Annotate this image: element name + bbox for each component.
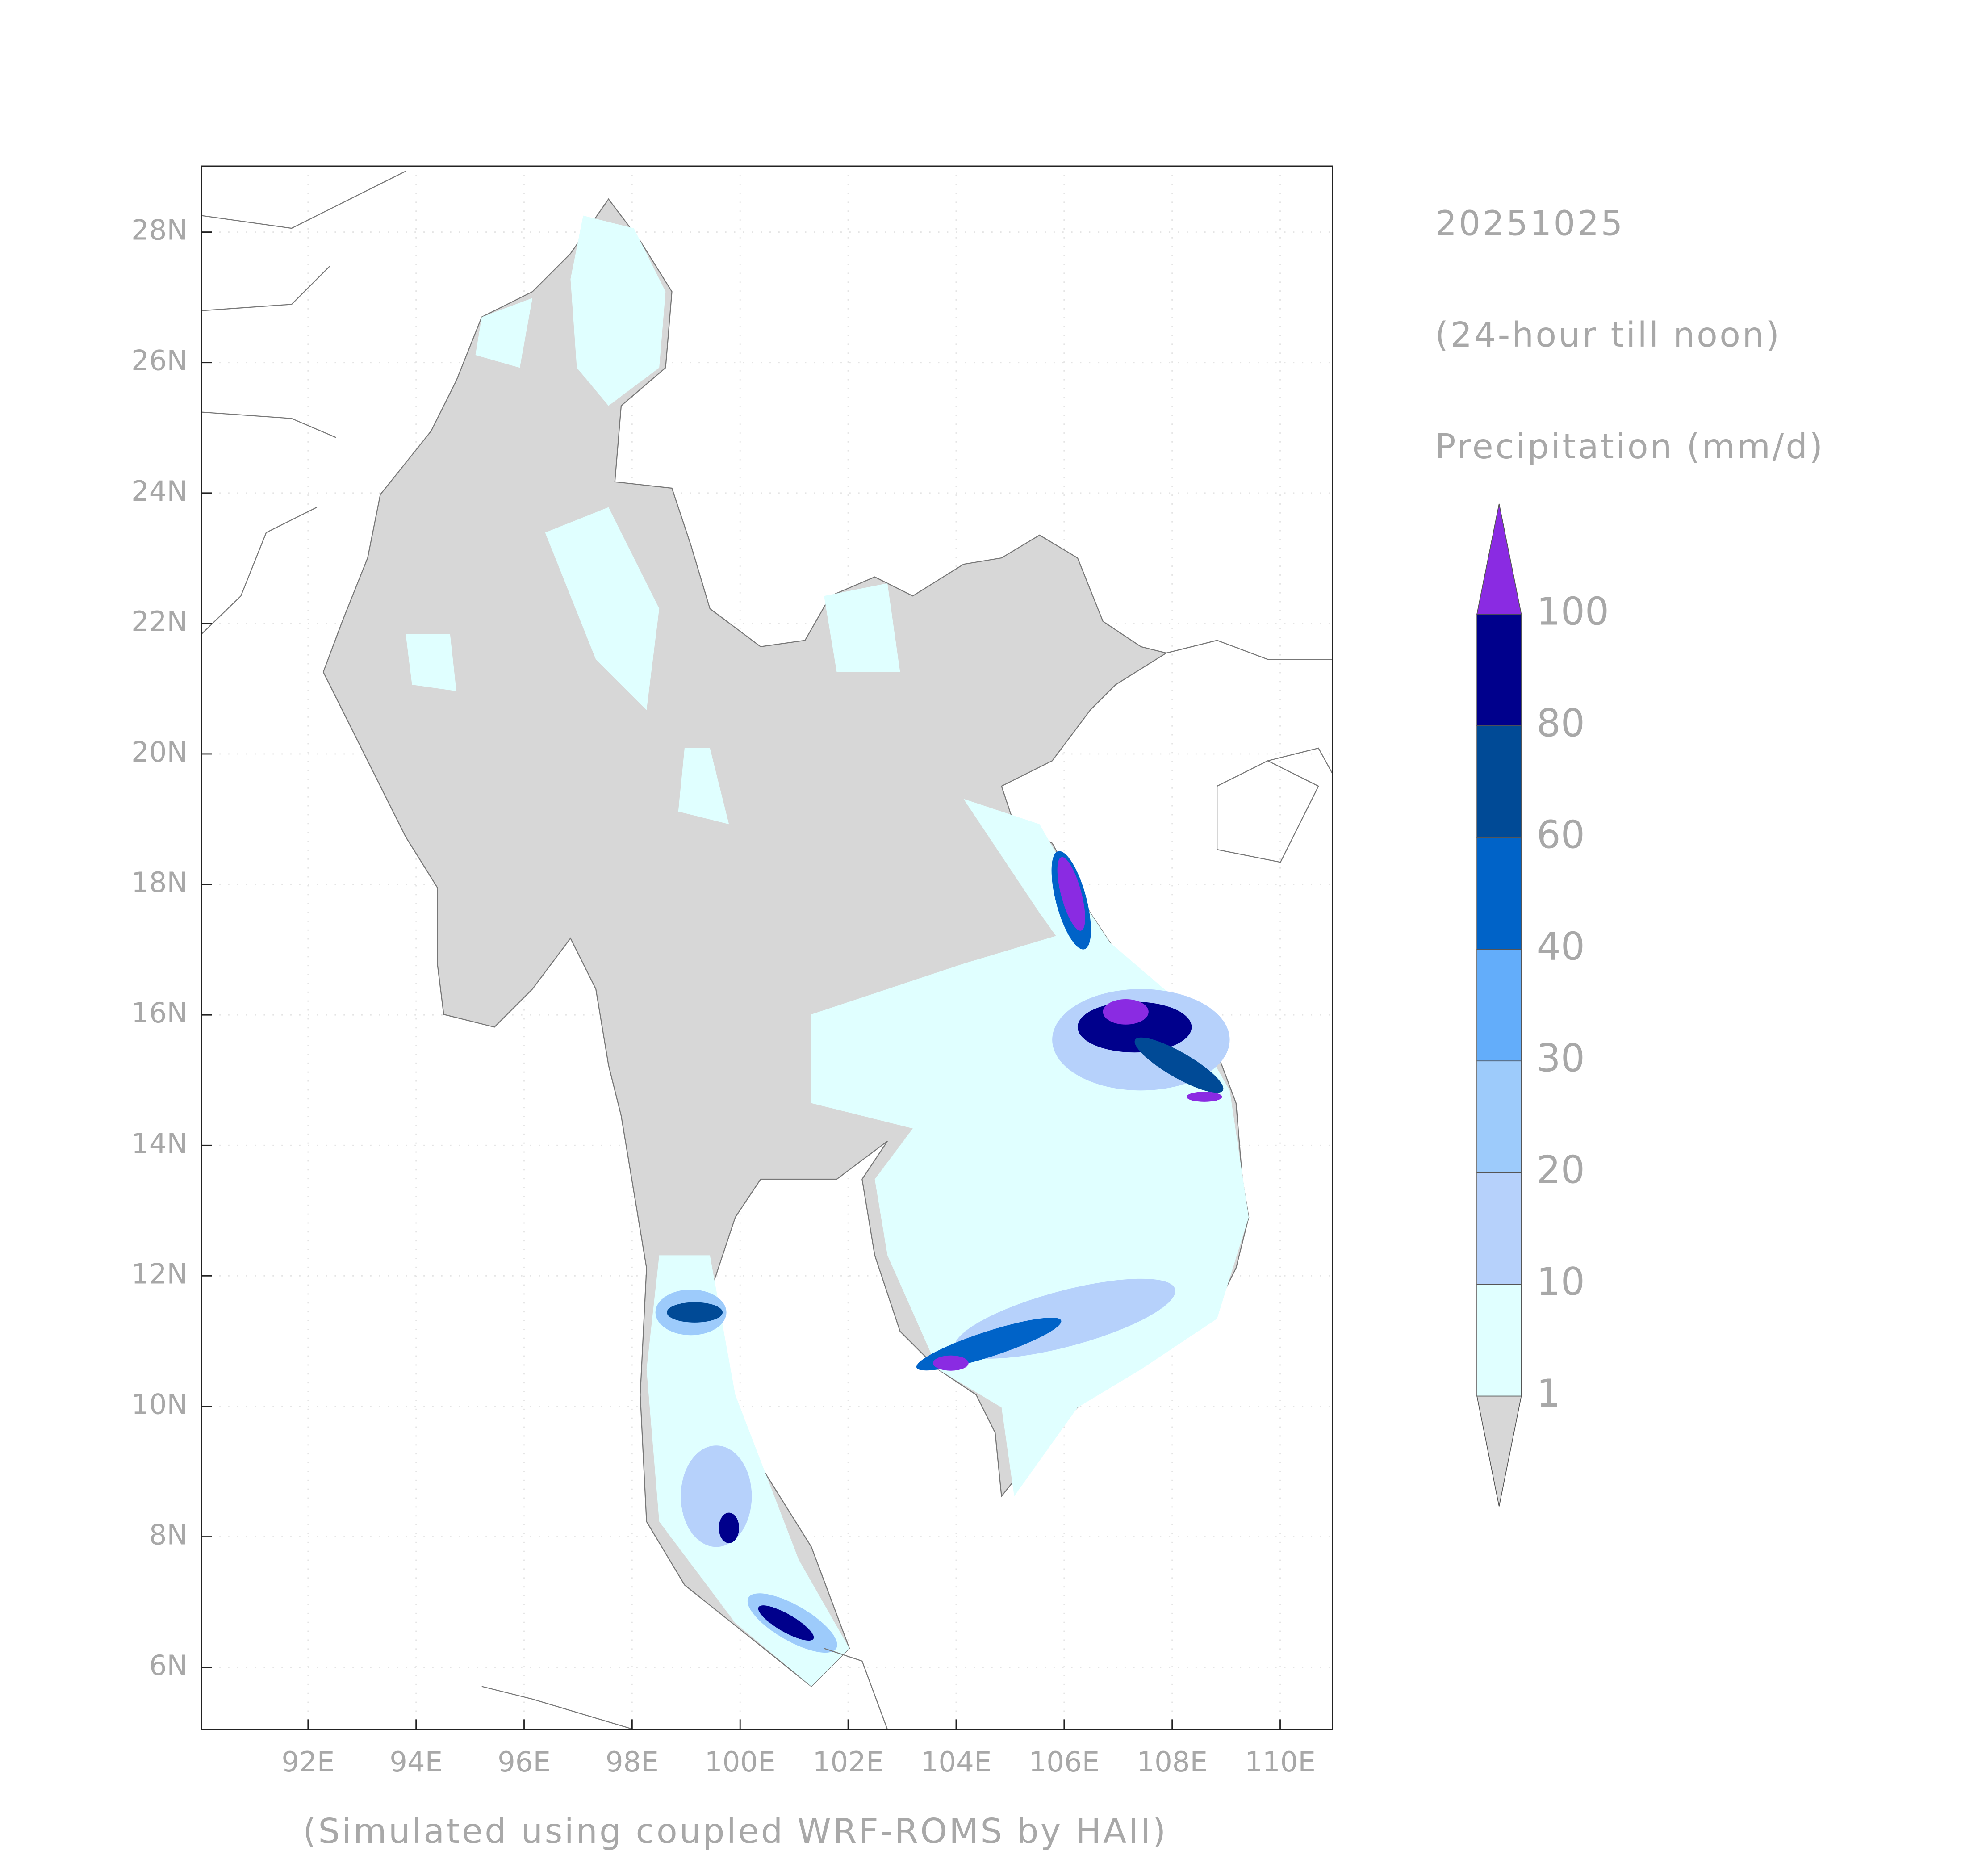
x-tick-label: 106E <box>1029 1746 1100 1778</box>
y-tick-label: 14N <box>131 1127 188 1160</box>
y-tick-label: 26N <box>131 344 188 377</box>
colorbar-label: 30 <box>1537 1037 1585 1081</box>
period: (24-hour till noon) <box>1435 315 1781 355</box>
y-tick-label: 20N <box>131 736 188 768</box>
map-frame <box>201 165 1333 1730</box>
x-tick-label: 92E <box>281 1746 334 1778</box>
colorbar: 1 10 20 30 40 60 80 100 <box>1476 503 1610 1507</box>
x-tick-label: 102E <box>813 1746 884 1778</box>
colorbar-label: 100 <box>1537 590 1610 634</box>
y-tick-label: 24N <box>131 475 188 507</box>
x-tick-label: 104E <box>921 1746 992 1778</box>
x-tick-label: 98E <box>606 1746 659 1778</box>
colorbar-box <box>1476 1172 1522 1285</box>
colorbar-label: 10 <box>1537 1260 1585 1304</box>
x-tick-label: 94E <box>389 1746 443 1778</box>
colorbar-label: 20 <box>1537 1148 1585 1193</box>
precip-heavy <box>655 851 1230 1653</box>
x-tick-label: 108E <box>1137 1746 1208 1778</box>
x-tick-label: 100E <box>705 1746 776 1778</box>
colorbar-box <box>1476 837 1522 950</box>
x-tick-label: 110E <box>1245 1746 1316 1778</box>
y-tick-label: 6N <box>149 1649 188 1682</box>
y-tick-label: 18N <box>131 866 188 899</box>
y-tick-label: 10N <box>131 1388 188 1421</box>
colorbar-box <box>1476 1284 1522 1397</box>
colorbar-label: 80 <box>1537 701 1585 745</box>
credit: (Simulated using coupled WRF-ROMS by HAI… <box>303 1812 1167 1851</box>
colorbar-label: 60 <box>1537 813 1585 857</box>
axes: 92E 94E 96E 98E 100E 102E 104E 106E 108E 110E 28N 2… <box>131 214 1316 1778</box>
colorbar-box <box>1476 613 1522 726</box>
colorbar-over <box>1476 503 1522 615</box>
y-tick-label: 12N <box>131 1257 188 1290</box>
colorbar-box <box>1476 949 1522 1062</box>
colorbar-label: 1 <box>1537 1372 1561 1416</box>
y-tick-label: 22N <box>131 605 188 638</box>
y-tick-label: 16N <box>131 997 188 1029</box>
x-tick-label: 96E <box>498 1746 551 1778</box>
coastline <box>201 171 1333 1730</box>
colorbar-box <box>1476 1060 1522 1173</box>
y-tick-label: 28N <box>131 214 188 247</box>
y-tick-label: 8N <box>149 1519 188 1551</box>
variable: Precipitation (mm/d) <box>1435 427 1824 467</box>
map-area <box>201 171 1333 1730</box>
colorbar-under <box>1476 1395 1522 1507</box>
colorbar-label: 40 <box>1537 925 1585 969</box>
date: 20251025 <box>1435 204 1624 243</box>
colorbar-box <box>1476 725 1522 838</box>
